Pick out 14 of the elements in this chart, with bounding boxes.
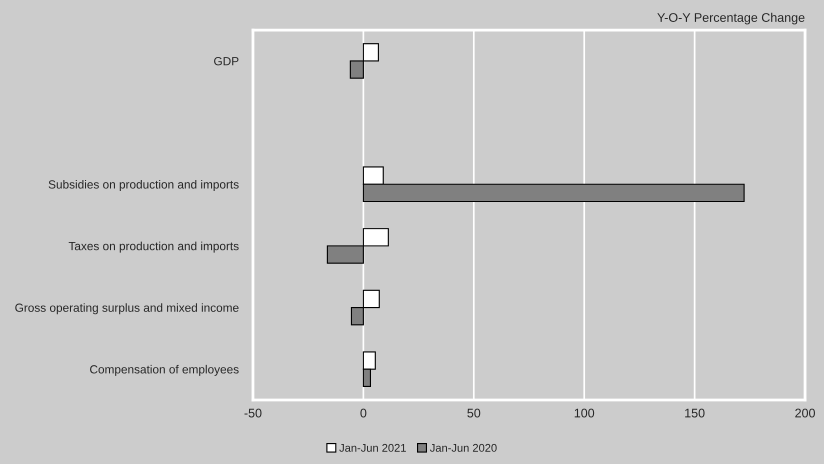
x-tick-label: 50 bbox=[467, 408, 480, 418]
x-axis-title: Y-O-Y Percentage Change bbox=[657, 12, 804, 24]
x-tick-label: 0 bbox=[360, 408, 366, 418]
y-tick-label: Taxes on production and imports bbox=[68, 242, 239, 253]
y-tick-label: Gross operating surplus and mixed income bbox=[15, 303, 239, 314]
x-tick-label: 200 bbox=[795, 408, 815, 418]
y-tick-label: GDP bbox=[214, 57, 238, 66]
legend-label: Jan-Jun 2020 bbox=[430, 444, 497, 452]
legend-label: Jan-Jun 2021 bbox=[339, 444, 406, 452]
y-tick-label: Subsidies on production and imports bbox=[48, 180, 239, 191]
x-tick-label: -50 bbox=[244, 408, 262, 418]
x-tick-label: 100 bbox=[574, 408, 594, 418]
x-tick-label: 150 bbox=[685, 408, 705, 418]
y-tick-label: Compensation of employees bbox=[90, 364, 239, 376]
